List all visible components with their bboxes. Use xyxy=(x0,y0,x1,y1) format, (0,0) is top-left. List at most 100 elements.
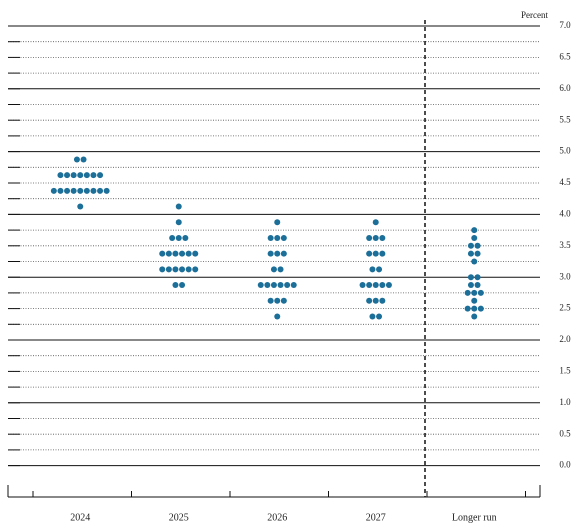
y-tick-label: 0.0 xyxy=(559,460,571,470)
dot xyxy=(369,313,376,320)
dot xyxy=(270,266,277,273)
y-tick-label: 7.0 xyxy=(559,20,571,30)
dot xyxy=(165,250,172,257)
y-tick-label: 3.0 xyxy=(559,271,571,281)
dot xyxy=(477,305,484,312)
dot xyxy=(77,172,84,179)
dot xyxy=(192,266,199,273)
dot xyxy=(175,203,182,210)
dot xyxy=(264,282,271,289)
dot xyxy=(77,187,84,194)
dot xyxy=(366,297,373,304)
dot xyxy=(165,266,172,273)
dot xyxy=(179,250,186,257)
dot xyxy=(274,234,281,241)
dot xyxy=(97,187,104,194)
y-tick-label: 2.0 xyxy=(559,334,571,344)
dot xyxy=(70,172,77,179)
dot xyxy=(280,297,287,304)
dot xyxy=(471,289,478,296)
dot xyxy=(185,266,192,273)
dot xyxy=(385,282,392,289)
dot xyxy=(372,234,379,241)
dot xyxy=(359,282,366,289)
y-tick-label: 0.5 xyxy=(559,428,571,438)
dot xyxy=(376,266,383,273)
dot xyxy=(103,187,110,194)
dot xyxy=(284,282,291,289)
dot xyxy=(474,250,481,257)
dot xyxy=(267,234,274,241)
dot xyxy=(464,305,471,312)
dot xyxy=(467,250,474,257)
x-tick-label: 2026 xyxy=(267,512,287,523)
dot xyxy=(57,187,64,194)
dot xyxy=(70,187,77,194)
dot xyxy=(366,250,373,257)
dot xyxy=(471,258,478,265)
dot xyxy=(464,289,471,296)
y-tick-label: 1.5 xyxy=(559,365,571,375)
dot xyxy=(267,250,274,257)
dot xyxy=(57,172,64,179)
dot xyxy=(372,297,379,304)
dot xyxy=(83,172,90,179)
dot xyxy=(366,282,373,289)
dot xyxy=(172,282,179,289)
dot xyxy=(471,305,478,312)
dot xyxy=(169,234,176,241)
y-tick-label: 5.5 xyxy=(559,114,571,124)
dot xyxy=(379,250,386,257)
dot xyxy=(471,227,478,234)
dot xyxy=(172,266,179,273)
dot xyxy=(290,282,297,289)
dot xyxy=(73,156,80,163)
dot xyxy=(192,250,199,257)
dot xyxy=(175,219,182,226)
dot xyxy=(77,203,84,210)
y-tick-label: 2.5 xyxy=(559,303,571,313)
dot xyxy=(280,234,287,241)
dot xyxy=(185,250,192,257)
dot xyxy=(471,297,478,304)
dot xyxy=(64,172,71,179)
dot xyxy=(90,187,97,194)
dot xyxy=(280,250,287,257)
dot xyxy=(274,250,281,257)
dot xyxy=(372,282,379,289)
dot xyxy=(64,187,71,194)
dot xyxy=(80,156,87,163)
y-axis-label: Percent xyxy=(521,10,548,20)
x-tick-label: 2024 xyxy=(70,512,90,523)
y-tick-label: 6.5 xyxy=(559,51,571,61)
y-tick-label: 5.0 xyxy=(559,146,571,156)
dot xyxy=(90,172,97,179)
dot xyxy=(97,172,104,179)
dot xyxy=(379,234,386,241)
dot xyxy=(474,242,481,249)
dot xyxy=(179,282,186,289)
y-tick-label: 4.5 xyxy=(559,177,571,187)
dot xyxy=(467,282,474,289)
dot xyxy=(50,187,57,194)
dot xyxy=(471,313,478,320)
dot xyxy=(467,274,474,281)
dot xyxy=(270,282,277,289)
dot xyxy=(159,266,166,273)
dot xyxy=(474,274,481,281)
x-tick-label: 2025 xyxy=(169,512,189,523)
dot xyxy=(175,234,182,241)
dot xyxy=(379,282,386,289)
dot xyxy=(474,282,481,289)
dot xyxy=(477,289,484,296)
dot xyxy=(366,234,373,241)
dot xyxy=(159,250,166,257)
y-tick-label: 1.0 xyxy=(559,397,571,407)
dot xyxy=(379,297,386,304)
dot xyxy=(83,187,90,194)
dot xyxy=(267,297,274,304)
dot xyxy=(257,282,264,289)
dot xyxy=(274,219,281,226)
y-tick-label: 3.5 xyxy=(559,240,571,250)
